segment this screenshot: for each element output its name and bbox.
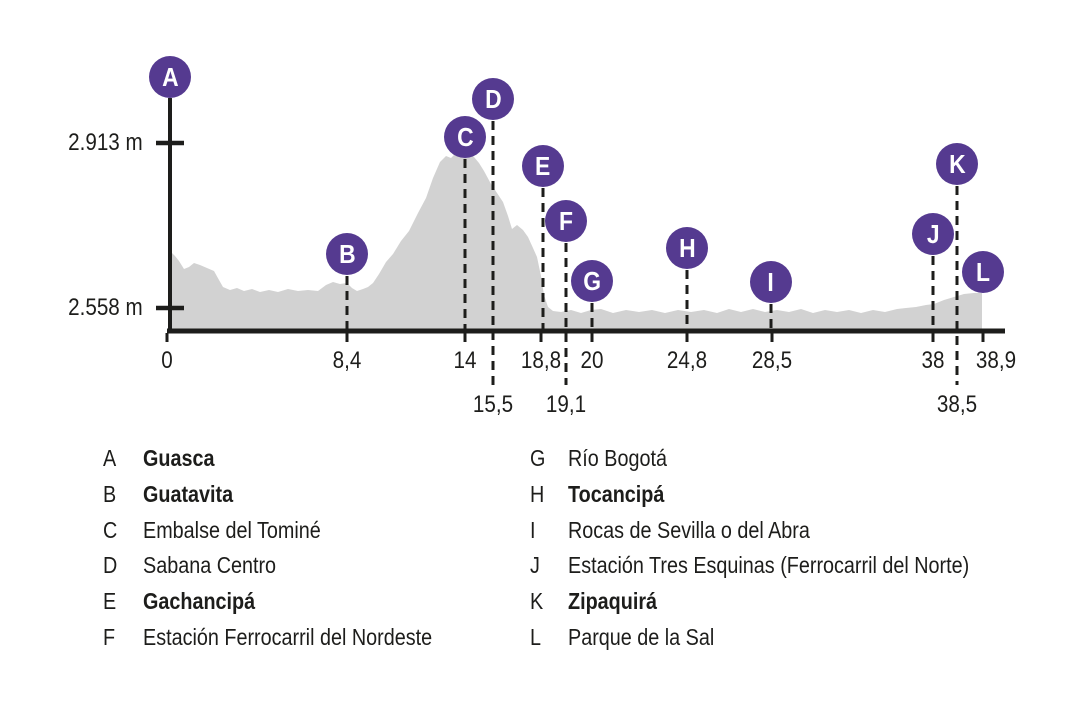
elevation-area-shape <box>171 153 982 333</box>
waypoint-marker-B: B <box>326 233 368 275</box>
y-axis-label-1: 2.558 m <box>68 294 143 321</box>
legend-row-H: H Tocancipá <box>0 479 1080 509</box>
waypoint-marker-F: F <box>545 200 587 242</box>
waypoint-letter-L: L <box>976 257 990 287</box>
legend-key-C: C <box>103 517 118 543</box>
legend-key-G: G <box>530 445 546 471</box>
legend-row-I: I Rocas de Sevilla o del Abra <box>0 515 1080 545</box>
legend-key-K: K <box>530 588 544 614</box>
waypoint-letter-E: E <box>535 151 551 181</box>
waypoint-marker-H: H <box>666 227 708 269</box>
waypoint-letter-I: I <box>767 267 775 297</box>
legend-key-E: E <box>103 588 117 614</box>
waypoint-marker-C: C <box>444 116 486 158</box>
legend-name-A: Guasca <box>143 445 215 471</box>
legend-key-J: J <box>530 552 540 578</box>
legend-key-H: H <box>530 481 545 507</box>
legend-row-F: F Estación Ferrocarril del Nordeste <box>0 622 1080 652</box>
waypoint-letter-G: G <box>583 266 601 296</box>
waypoint-letter-J: J <box>926 219 940 249</box>
x-axis-sublabel-19,1: 19,1 <box>545 391 587 418</box>
elevation-chart <box>156 98 1005 385</box>
x-axis-label-24,8: 24,8 <box>666 347 708 374</box>
x-axis-label-18,8: 18,8 <box>520 347 562 374</box>
legend-row-E: E Gachancipá <box>0 586 1080 616</box>
x-axis-sublabel-15,5: 15,5 <box>472 391 514 418</box>
waypoint-marker-A: A <box>149 56 191 98</box>
legend-name-G: Río Bogotá <box>568 445 667 471</box>
x-axis-label-28,5: 28,5 <box>751 347 793 374</box>
legend-row-C: C Embalse del Tominé <box>0 515 1080 545</box>
waypoint-letter-K: K <box>948 149 966 179</box>
legend-name-L: Parque de la Sal <box>568 624 715 650</box>
legend-name-C: Embalse del Tominé <box>143 517 321 543</box>
legend-key-L: L <box>530 624 542 650</box>
y-axis-ticks <box>156 140 184 311</box>
waypoint-marker-K: K <box>936 143 978 185</box>
legend-key-F: F <box>103 624 116 650</box>
x-axis-sublabel-38,5: 38,5 <box>936 391 978 418</box>
legend-key-I: I <box>530 517 536 543</box>
waypoint-letter-H: H <box>678 233 696 263</box>
waypoint-letter-D: D <box>484 84 502 114</box>
legend-row-J: J Estación Tres Esquinas (Ferrocarril del… <box>0 550 1080 580</box>
x-axis-label-38,9: 38,9 <box>975 347 1017 374</box>
y-axis-label-0: 2.913 m <box>68 129 143 156</box>
legend-name-K: Zipaquirá <box>568 588 658 614</box>
x-axis-label-0: 0 <box>161 347 173 374</box>
legend-row-G: G Río Bogotá <box>0 443 1080 473</box>
legend-row-L: L Parque de la Sal <box>0 622 1080 652</box>
legend-name-D: Sabana Centro <box>143 552 277 578</box>
legend-key-D: D <box>103 552 118 578</box>
x-axis-label-8,4: 8,4 <box>332 347 362 374</box>
legend-row-B: B Guatavita <box>0 479 1080 509</box>
marker-dash-lines <box>345 121 959 385</box>
waypoint-marker-D: D <box>472 78 514 120</box>
legend-name-E: Gachancipá <box>143 588 256 614</box>
x-axis-label-14: 14 <box>453 347 477 374</box>
legend-row-D: D Sabana Centro <box>0 550 1080 580</box>
legend-name-B: Guatavita <box>143 481 234 507</box>
waypoint-letter-C: C <box>456 122 474 152</box>
legend-name-H: Tocancipá <box>568 481 665 507</box>
legend-name-J: Estación Tres Esquinas (Ferrocarril del … <box>568 552 970 578</box>
legend-name-I: Rocas de Sevilla o del Abra <box>568 517 810 543</box>
legend-name-F: Estación Ferrocarril del Nordeste <box>143 624 433 650</box>
x-axis-label-38: 38 <box>921 347 945 374</box>
waypoint-letter-F: F <box>559 206 573 236</box>
x-axis-ticks <box>165 333 985 342</box>
legend-row-K: K Zipaquirá <box>0 586 1080 616</box>
waypoint-marker-J: J <box>912 213 954 255</box>
waypoint-letter-B: B <box>338 239 356 269</box>
waypoint-letter-A: A <box>161 62 179 92</box>
waypoint-marker-L: L <box>962 251 1004 293</box>
x-axis-label-20: 20 <box>580 347 604 374</box>
waypoint-marker-G: G <box>571 260 613 302</box>
legend-key-B: B <box>103 481 117 507</box>
waypoint-marker-I: I <box>750 261 792 303</box>
legend-row-A: A Guasca <box>0 443 1080 473</box>
waypoint-marker-E: E <box>522 145 564 187</box>
legend-key-A: A <box>103 445 117 471</box>
